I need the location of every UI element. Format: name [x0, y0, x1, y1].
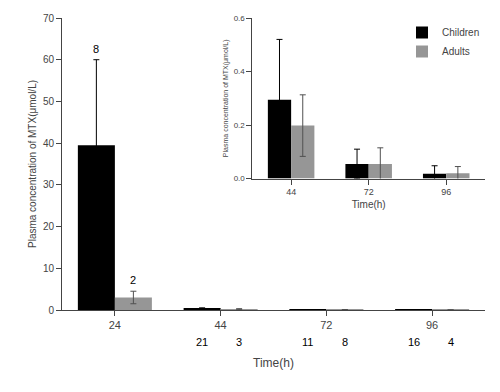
- svg-text:0.0: 0.0: [234, 174, 246, 183]
- svg-text:Time(h): Time(h): [253, 356, 294, 370]
- svg-text:Plasma concentration of MTX(μm: Plasma concentration of MTX(μmol/L): [27, 80, 38, 248]
- svg-text:30: 30: [43, 179, 55, 190]
- svg-text:0.6: 0.6: [234, 14, 246, 23]
- svg-text:Plasma concentration of MTX(μm: Plasma concentration of MTX(μmol/L): [222, 39, 230, 157]
- svg-text:2: 2: [130, 274, 136, 286]
- svg-text:60: 60: [43, 54, 55, 65]
- svg-text:96: 96: [441, 187, 451, 197]
- svg-text:11: 11: [302, 336, 313, 348]
- svg-text:24: 24: [109, 319, 121, 331]
- svg-text:0: 0: [48, 305, 54, 316]
- svg-text:8: 8: [342, 336, 348, 348]
- svg-text:Time(h): Time(h): [352, 199, 386, 210]
- svg-text:Children: Children: [442, 27, 479, 38]
- svg-text:21: 21: [196, 336, 208, 348]
- svg-text:72: 72: [320, 319, 332, 331]
- svg-text:20: 20: [43, 221, 55, 232]
- svg-text:96: 96: [426, 319, 438, 331]
- svg-text:50: 50: [43, 96, 55, 107]
- svg-text:Adults: Adults: [442, 46, 470, 57]
- svg-text:44: 44: [215, 319, 227, 331]
- svg-text:70: 70: [43, 13, 55, 24]
- svg-text:8: 8: [93, 43, 99, 55]
- svg-text:44: 44: [286, 187, 296, 197]
- svg-text:0.2: 0.2: [234, 121, 246, 130]
- svg-text:72: 72: [364, 187, 374, 197]
- svg-text:40: 40: [43, 138, 55, 149]
- svg-text:0.4: 0.4: [234, 67, 246, 76]
- svg-text:4: 4: [448, 336, 454, 348]
- svg-text:3: 3: [236, 336, 242, 348]
- svg-text:16: 16: [408, 336, 420, 348]
- svg-text:10: 10: [43, 263, 55, 274]
